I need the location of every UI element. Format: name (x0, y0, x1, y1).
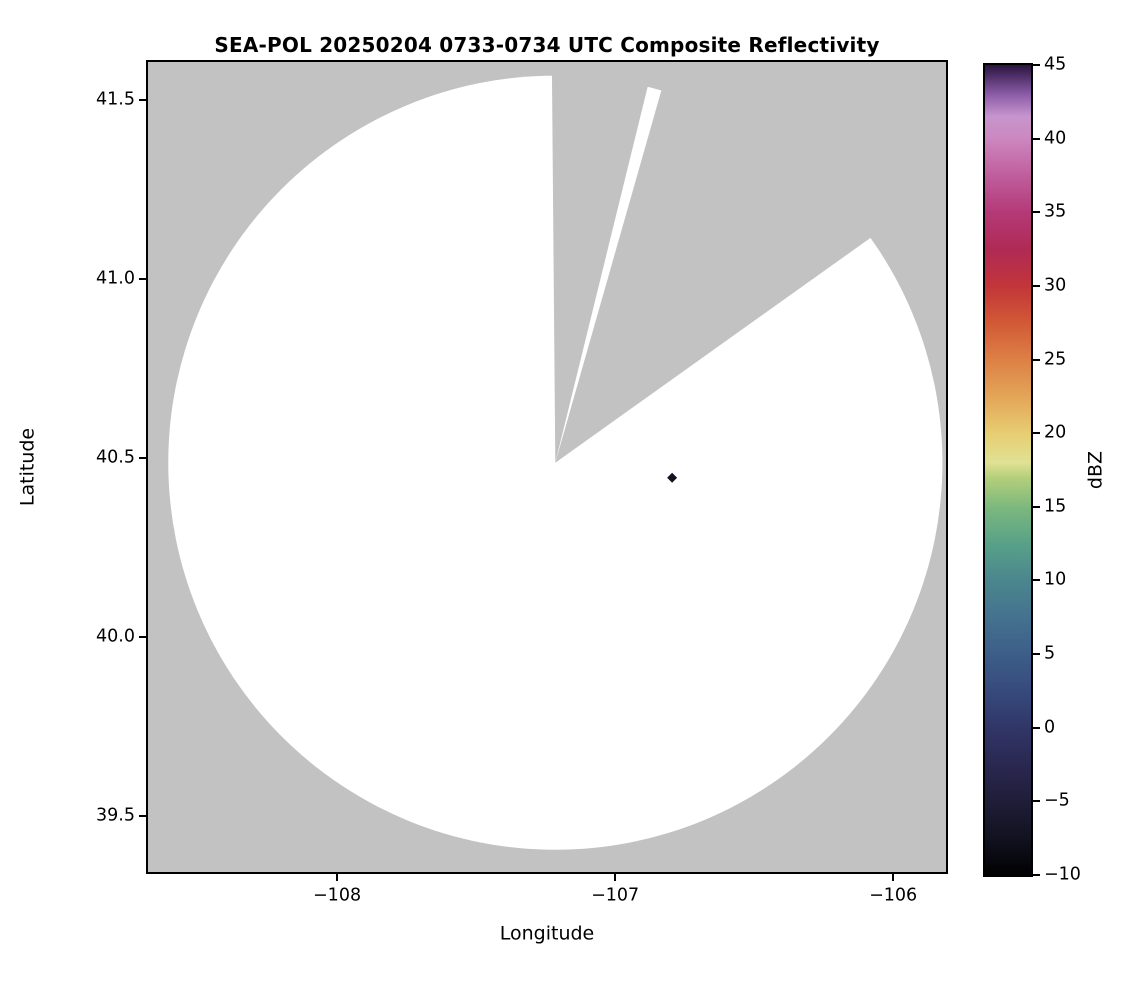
colorbar-tick-label: 0 (1044, 716, 1056, 737)
colorbar (983, 63, 1033, 877)
colorbar-tick-mark (1033, 432, 1040, 435)
colorbar-tick-label: −5 (1044, 790, 1070, 811)
colorbar-tick-label: 45 (1044, 54, 1067, 75)
colorbar-tick-label: −10 (1044, 864, 1081, 885)
y-axis-label: Latitude (16, 427, 39, 507)
colorbar-tick-mark (1033, 726, 1040, 729)
y-tick-label: 39.5 (96, 805, 135, 826)
colorbar-tick-label: 30 (1044, 275, 1067, 296)
colorbar-tick-mark (1033, 211, 1040, 214)
y-tick-label: 40.5 (96, 447, 135, 468)
y-tick-mark (139, 815, 146, 818)
colorbar-tick-label: 10 (1044, 569, 1067, 590)
colorbar-tick-label: 25 (1044, 348, 1067, 369)
y-tick-mark (139, 457, 146, 460)
y-tick-mark (139, 277, 146, 280)
echo-marker-diamond (667, 472, 678, 483)
blocked-sectors (551, 62, 946, 463)
y-tick-label: 40.0 (96, 626, 135, 647)
y-tick-label: 41.0 (96, 268, 135, 289)
blocked-sector-wedge (551, 62, 654, 463)
figure-title: SEA-POL 20250204 0733-0734 UTC Composite… (214, 33, 880, 57)
y-tick-mark (139, 636, 146, 639)
colorbar-tick-label: 5 (1044, 643, 1056, 664)
plot-area (146, 60, 948, 874)
x-tick-label: −108 (313, 885, 362, 906)
y-tick-label: 41.5 (96, 88, 135, 109)
colorbar-tick-mark (1033, 137, 1040, 140)
colorbar-tick-mark (1033, 874, 1040, 876)
x-tick-mark (614, 874, 617, 881)
colorbar-gradient (985, 65, 1031, 875)
x-axis-label: Longitude (499, 922, 595, 945)
colorbar-tick-mark (1033, 64, 1040, 66)
colorbar-tick-label: 20 (1044, 422, 1067, 443)
y-tick-mark (139, 98, 146, 101)
blocked-sector-wedge (555, 62, 946, 463)
radar-plot-svg (148, 62, 946, 872)
x-tick-mark (892, 874, 895, 881)
colorbar-label: dBZ (1084, 450, 1107, 490)
colorbar-tick-mark (1033, 653, 1040, 656)
colorbar-tick-mark (1033, 800, 1040, 803)
colorbar-tick-label: 40 (1044, 127, 1067, 148)
x-tick-label: −106 (869, 885, 918, 906)
colorbar-tick-mark (1033, 284, 1040, 287)
colorbar-tick-mark (1033, 579, 1040, 582)
colorbar-tick-mark (1033, 505, 1040, 508)
colorbar-tick-label: 35 (1044, 201, 1067, 222)
colorbar-tick-mark (1033, 358, 1040, 361)
x-tick-label: −107 (591, 885, 640, 906)
x-tick-mark (336, 874, 339, 881)
echo-markers (667, 472, 678, 483)
colorbar-tick-label: 15 (1044, 496, 1067, 517)
